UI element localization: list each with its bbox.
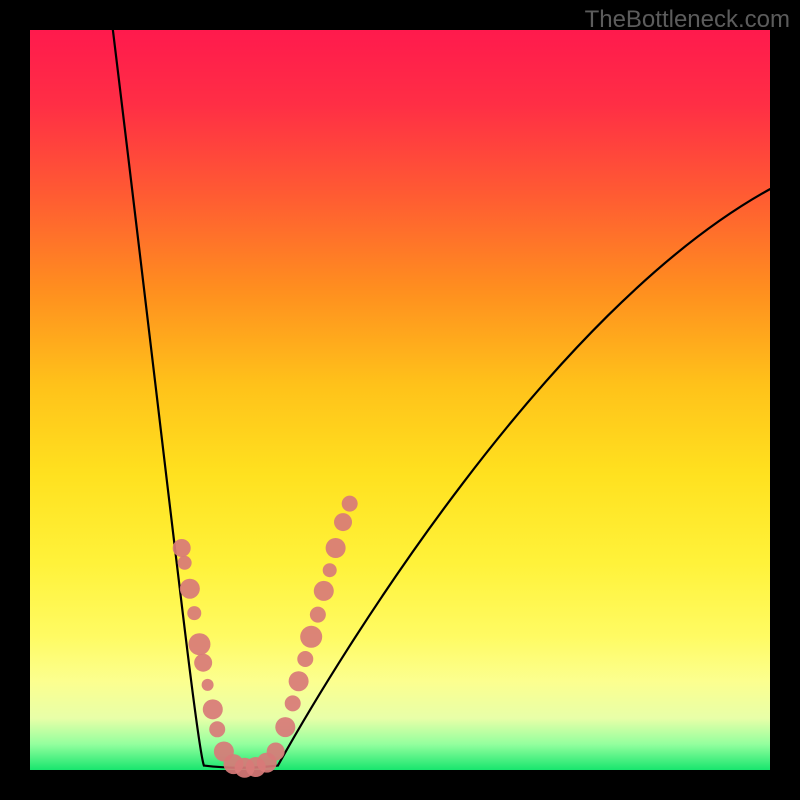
scatter-dot (323, 563, 337, 577)
scatter-dot (334, 513, 352, 531)
chart-frame: { "meta": { "watermark_text": "TheBottle… (0, 0, 800, 800)
scatter-dot (289, 671, 309, 691)
scatter-dot (173, 539, 191, 557)
scatter-dot (300, 626, 322, 648)
scatter-dot (267, 743, 285, 761)
scatter-dot (209, 721, 225, 737)
scatter-dot (285, 695, 301, 711)
bottleneck-curve (113, 30, 770, 768)
scatter-dot (188, 633, 210, 655)
scatter-dot (203, 699, 223, 719)
scatter-dot (180, 579, 200, 599)
scatter-dots (173, 496, 358, 778)
scatter-dot (326, 538, 346, 558)
scatter-dot (342, 496, 358, 512)
scatter-dot (297, 651, 313, 667)
scatter-dot (194, 654, 212, 672)
scatter-dot (310, 607, 326, 623)
watermark-text: TheBottleneck.com (585, 6, 790, 34)
scatter-dot (178, 556, 192, 570)
scatter-dot (187, 606, 201, 620)
scatter-dot (275, 717, 295, 737)
scatter-dot (202, 679, 214, 691)
curve-layer (30, 30, 770, 770)
plot-area (30, 30, 770, 770)
scatter-dot (314, 581, 334, 601)
